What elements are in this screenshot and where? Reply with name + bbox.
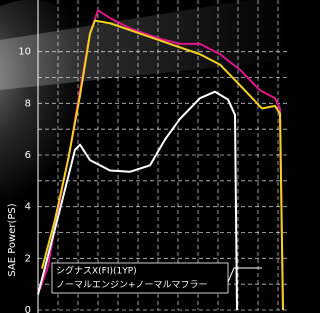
y-tick-label: 8 bbox=[25, 98, 31, 109]
y-axis-label: SAE Power(PS) bbox=[7, 203, 18, 276]
chart: SAE Power(PS) 0 2 4 6 8 10 シグナスX(FI)(1YP) ノーマルエ… bbox=[0, 0, 288, 313]
y-tick-label: 2 bbox=[25, 253, 31, 264]
legend-label: ノーマルエンジン+ノーマルマフラー bbox=[56, 280, 208, 291]
y-tick-label: 6 bbox=[25, 150, 31, 161]
y-tick-label: 0 bbox=[25, 305, 31, 313]
y-tick-label: 4 bbox=[25, 202, 31, 213]
y-tick-label: 10 bbox=[18, 47, 31, 58]
legend-title: シグナスX(FI)(1YP) bbox=[56, 265, 137, 277]
